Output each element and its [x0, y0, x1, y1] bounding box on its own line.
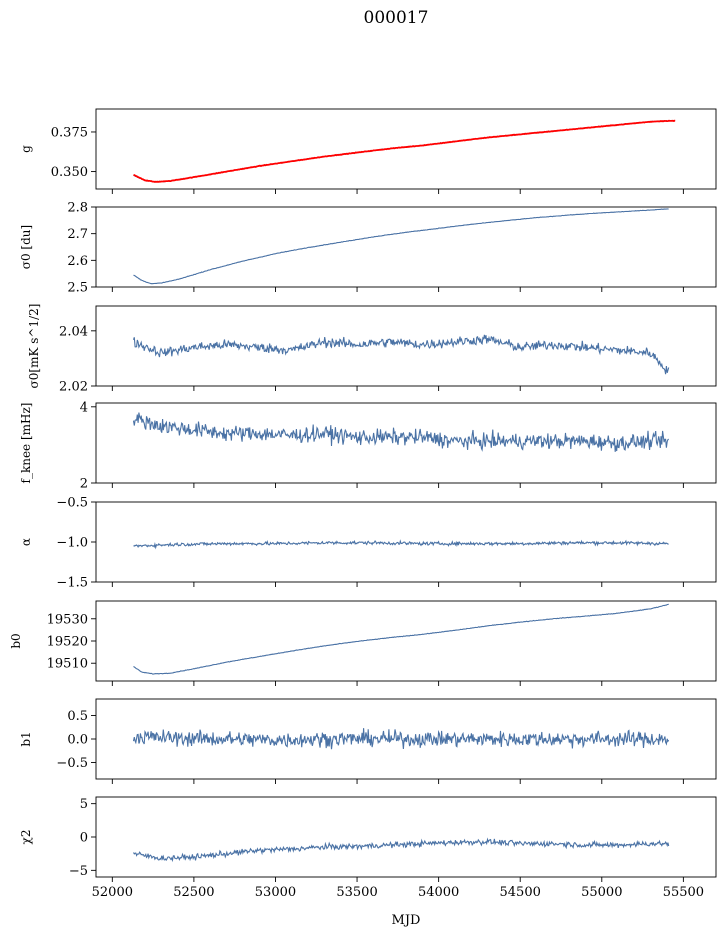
x-tick-label: 55500: [663, 885, 704, 900]
y-tick-label: 0.0: [67, 733, 88, 748]
series-line: [133, 837, 670, 863]
axes-frame: [95, 796, 717, 878]
y-tick-label: 19510: [47, 657, 88, 672]
y-tick-label: 2.6: [67, 254, 88, 269]
y-tick-label: 5: [80, 797, 88, 812]
x-axis-label: MJD: [392, 913, 421, 928]
y-tick-label: 0.5: [67, 709, 88, 724]
y-tick-label: −0.5: [56, 756, 88, 771]
y-axis-label: b1: [19, 731, 33, 746]
y-tick-label: −1.5: [56, 576, 88, 591]
y-tick-label: 2.02: [59, 380, 88, 395]
y-axis-label: g: [19, 145, 33, 153]
y-tick-label: 0: [80, 831, 88, 846]
y-tick-label: 19530: [47, 612, 88, 627]
y-tick-label: 2.5: [67, 281, 88, 296]
y-tick-label: 19520: [47, 635, 88, 650]
panel-7: −0.5 0.0 0.5 b1: [19, 698, 717, 784]
x-tick-label: 54500: [500, 885, 541, 900]
y-axis-label: α: [19, 538, 33, 546]
y-tick-label: 2: [80, 477, 88, 492]
panels: 0.350 0.375 g 2.5 2.6 2.7 2.8 σ0 [du] 2.02 2.04 σ0…: [9, 108, 717, 900]
axes-frame: [95, 108, 717, 190]
series-line: [133, 208, 669, 285]
y-tick-label: 2.7: [67, 227, 88, 242]
panel-2: 2.5 2.6 2.7 2.8 σ0 [du]: [19, 201, 717, 296]
x-tick-label: 54000: [418, 885, 459, 900]
panel-1: 0.350 0.375 g: [19, 108, 717, 194]
y-tick-label: 0.375: [51, 125, 88, 140]
series-line: [132, 334, 670, 375]
axes-frame: [95, 402, 717, 484]
y-tick-label: 0.350: [51, 165, 88, 180]
series-line: [133, 603, 669, 675]
y-tick-label: 4: [80, 400, 88, 415]
y-tick-label: 2.04: [59, 324, 88, 339]
panel-6: 19510 19520 19530 b0: [9, 600, 717, 686]
x-tick-label: 55000: [581, 885, 622, 900]
y-axis-label: b0: [9, 633, 23, 648]
y-tick-label: −0.5: [56, 496, 88, 511]
y-tick-label: 2.8: [67, 201, 88, 216]
series-line: [133, 119, 676, 183]
y-tick-label: −1.0: [56, 536, 88, 551]
figure-title: 000017: [364, 8, 429, 28]
panel-3: 2.02 2.04 σ0[mK s^1/2]: [27, 304, 717, 395]
axes-frame: [95, 206, 717, 288]
x-tick-label: 52000: [92, 885, 133, 900]
y-axis-label: σ0 [du]: [19, 225, 33, 269]
panel-8: −5 0 5 52000 52500 53000 53500 54000 54500 55000 5…: [19, 796, 717, 900]
y-axis-label: χ2: [19, 830, 33, 845]
x-tick-label: 52500: [173, 885, 214, 900]
series-line: [132, 412, 670, 452]
y-axis-label: σ0[mK s^1/2]: [27, 304, 41, 389]
series-line: [132, 728, 670, 750]
y-axis-label: f_knee [mHz]: [19, 403, 33, 484]
y-tick-label: −5: [69, 864, 88, 879]
series-line: [133, 539, 669, 550]
x-tick-label: 53000: [255, 885, 296, 900]
panel-4: 2 4 f_knee [mHz]: [19, 400, 717, 492]
axes-frame: [95, 305, 717, 387]
x-tick-label: 53500: [336, 885, 377, 900]
panel-5: −1.5 −1.0 −0.5 α: [19, 496, 717, 591]
